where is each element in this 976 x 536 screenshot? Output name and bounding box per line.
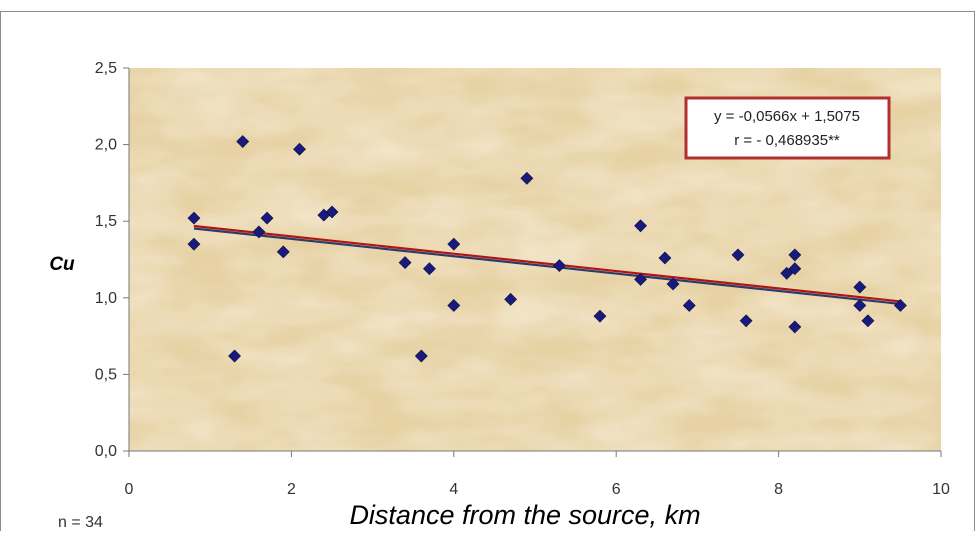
data-point xyxy=(228,349,241,363)
trendline-line xyxy=(193,224,901,303)
x-tick-label: 0 xyxy=(125,481,134,498)
data-point xyxy=(731,248,745,262)
annotation-equation: y = -0,0566x + 1,5075 xyxy=(714,108,860,125)
data-point xyxy=(853,280,867,294)
x-tick-label: 4 xyxy=(449,481,458,498)
y-tick-label: 1,0 xyxy=(95,290,117,307)
data-point xyxy=(780,266,794,280)
data-point xyxy=(552,259,566,273)
data-point xyxy=(634,272,647,286)
data-point xyxy=(414,349,428,363)
y-tick-label: 0,5 xyxy=(95,366,117,383)
x-tick-label: 8 xyxy=(774,481,783,498)
data-point xyxy=(447,237,461,251)
data-point xyxy=(788,262,802,276)
data-point xyxy=(293,142,306,156)
data-point xyxy=(260,211,274,225)
data-point xyxy=(447,299,461,312)
x-axis-label: Distance from the source, km xyxy=(349,500,700,530)
data-point xyxy=(423,262,436,276)
data-point xyxy=(187,237,201,251)
data-points xyxy=(187,135,907,363)
data-point xyxy=(634,219,647,233)
data-point xyxy=(893,299,907,312)
data-point xyxy=(666,277,680,291)
y-axis-ticks: 0,0 0,5 1,0 1,5 2,0 2,5 xyxy=(95,60,129,460)
data-point xyxy=(236,135,250,148)
data-point xyxy=(682,299,696,312)
trendline-shadow xyxy=(193,227,901,306)
sample-size-note: n = 34 xyxy=(58,514,103,531)
data-point xyxy=(520,171,534,185)
y-tick-label: 2,5 xyxy=(95,60,117,77)
x-tick-label: 2 xyxy=(287,481,296,498)
x-axis-ticks: 0 2 4 6 8 10 xyxy=(125,451,950,498)
regression-annotation: y = -0,0566x + 1,5075 r = - 0,468935** xyxy=(684,96,891,160)
data-point xyxy=(187,211,201,225)
annotation-correlation: r = - 0,468935** xyxy=(734,132,840,149)
data-point xyxy=(276,245,290,259)
annotation-box xyxy=(684,96,891,160)
data-point xyxy=(788,248,802,262)
chart-border xyxy=(0,11,975,536)
trendline xyxy=(193,224,901,306)
y-axis-label: Cu xyxy=(49,254,75,275)
y-tick-label: 1,5 xyxy=(95,213,117,230)
data-point xyxy=(252,225,266,239)
data-point xyxy=(788,320,802,334)
data-point xyxy=(325,205,339,219)
y-tick-label: 0,0 xyxy=(95,443,117,460)
data-point xyxy=(504,292,518,306)
data-point xyxy=(853,299,867,312)
data-point xyxy=(739,314,753,328)
data-point xyxy=(658,251,672,265)
data-point xyxy=(593,309,607,323)
x-tick-label: 10 xyxy=(932,481,950,498)
y-tick-label: 2,0 xyxy=(95,137,117,154)
data-point xyxy=(861,314,875,328)
x-tick-label: 6 xyxy=(612,481,621,498)
data-point xyxy=(398,256,412,269)
